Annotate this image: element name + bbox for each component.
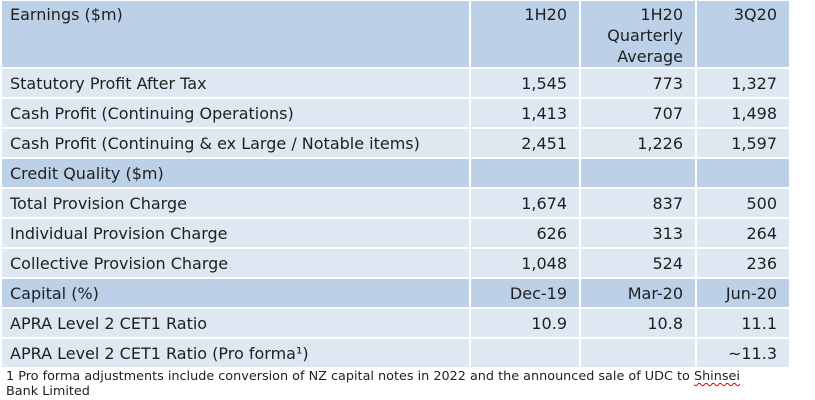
column-header-mar-20: Mar-20 — [581, 279, 695, 307]
value-cell: 1,413 — [471, 99, 579, 127]
value-cell: 773 — [581, 69, 695, 97]
value-cell: 10.9 — [471, 309, 579, 337]
value-cell: 264 — [697, 219, 789, 247]
row-label: APRA Level 2 CET1 Ratio (Pro forma¹) — [2, 339, 469, 367]
row-cash-profit-ex-large-notable: Cash Profit (Continuing & ex Large / Not… — [2, 129, 789, 157]
value-cell — [581, 159, 695, 187]
row-label: Individual Provision Charge — [2, 219, 469, 247]
section-label: Capital (%) — [2, 279, 469, 307]
row-statutory-profit-after-tax: Statutory Profit After Tax 1,545 773 1,3… — [2, 69, 789, 97]
row-apra-cet1-ratio: APRA Level 2 CET1 Ratio 10.9 10.8 11.1 — [2, 309, 789, 337]
footnote-text: 1 Pro forma adjustments include conversi… — [6, 369, 694, 384]
row-label: Total Provision Charge — [2, 189, 469, 217]
value-cell: 1,327 — [697, 69, 789, 97]
table-header-row: Earnings ($m) 1H20 1H20 Quarterly Averag… — [2, 1, 789, 67]
value-cell — [471, 159, 579, 187]
section-row-capital: Capital (%) Dec-19 Mar-20 Jun-20 — [2, 279, 789, 307]
row-label: Cash Profit (Continuing Operations) — [2, 99, 469, 127]
row-total-provision-charge: Total Provision Charge 1,674 837 500 — [2, 189, 789, 217]
row-individual-provision-charge: Individual Provision Charge 626 313 264 — [2, 219, 789, 247]
value-cell: 236 — [697, 249, 789, 277]
value-cell: 1,048 — [471, 249, 579, 277]
value-cell: 11.1 — [697, 309, 789, 337]
value-cell: 500 — [697, 189, 789, 217]
row-apra-cet1-ratio-pro-forma: APRA Level 2 CET1 Ratio (Pro forma¹) ~11… — [2, 339, 789, 367]
financial-summary-table: Earnings ($m) 1H20 1H20 Quarterly Averag… — [2, 1, 789, 367]
row-label: APRA Level 2 CET1 Ratio — [2, 309, 469, 337]
value-cell: ~11.3 — [697, 339, 789, 367]
section-row-credit-quality: Credit Quality ($m) — [2, 159, 789, 187]
column-header-jun-20: Jun-20 — [697, 279, 789, 307]
value-cell: 707 — [581, 99, 695, 127]
value-cell: 1,545 — [471, 69, 579, 97]
row-collective-provision-charge: Collective Provision Charge 1,048 524 23… — [2, 249, 789, 277]
value-cell — [697, 159, 789, 187]
row-label: Collective Provision Charge — [2, 249, 469, 277]
footnote: 1 Pro forma adjustments include conversi… — [6, 369, 812, 399]
row-label: Statutory Profit After Tax — [2, 69, 469, 97]
column-header-3q20: 3Q20 — [697, 1, 789, 67]
value-cell: 313 — [581, 219, 695, 247]
value-cell: 837 — [581, 189, 695, 217]
column-header-1h20: 1H20 — [471, 1, 579, 67]
value-cell: 1,498 — [697, 99, 789, 127]
row-cash-profit-continuing-operations: Cash Profit (Continuing Operations) 1,41… — [2, 99, 789, 127]
value-cell — [471, 339, 579, 367]
column-header-1h20-quarterly-average: 1H20 Quarterly Average — [581, 1, 695, 67]
footnote-line-2: Bank Limited — [6, 384, 90, 399]
value-cell: 2,451 — [471, 129, 579, 157]
value-cell: 1,674 — [471, 189, 579, 217]
value-cell: 10.8 — [581, 309, 695, 337]
footnote-flagged-word: Shinsei — [693, 369, 740, 384]
value-cell: 1,597 — [697, 129, 789, 157]
section-label: Credit Quality ($m) — [2, 159, 469, 187]
value-cell: 524 — [581, 249, 695, 277]
column-header-earnings: Earnings ($m) — [2, 1, 469, 67]
column-header-dec-19: Dec-19 — [471, 279, 579, 307]
footnote-line-1: 1 Pro forma adjustments include conversi… — [6, 369, 812, 384]
row-label: Cash Profit (Continuing & ex Large / Not… — [2, 129, 469, 157]
value-cell — [581, 339, 695, 367]
value-cell: 626 — [471, 219, 579, 247]
value-cell: 1,226 — [581, 129, 695, 157]
